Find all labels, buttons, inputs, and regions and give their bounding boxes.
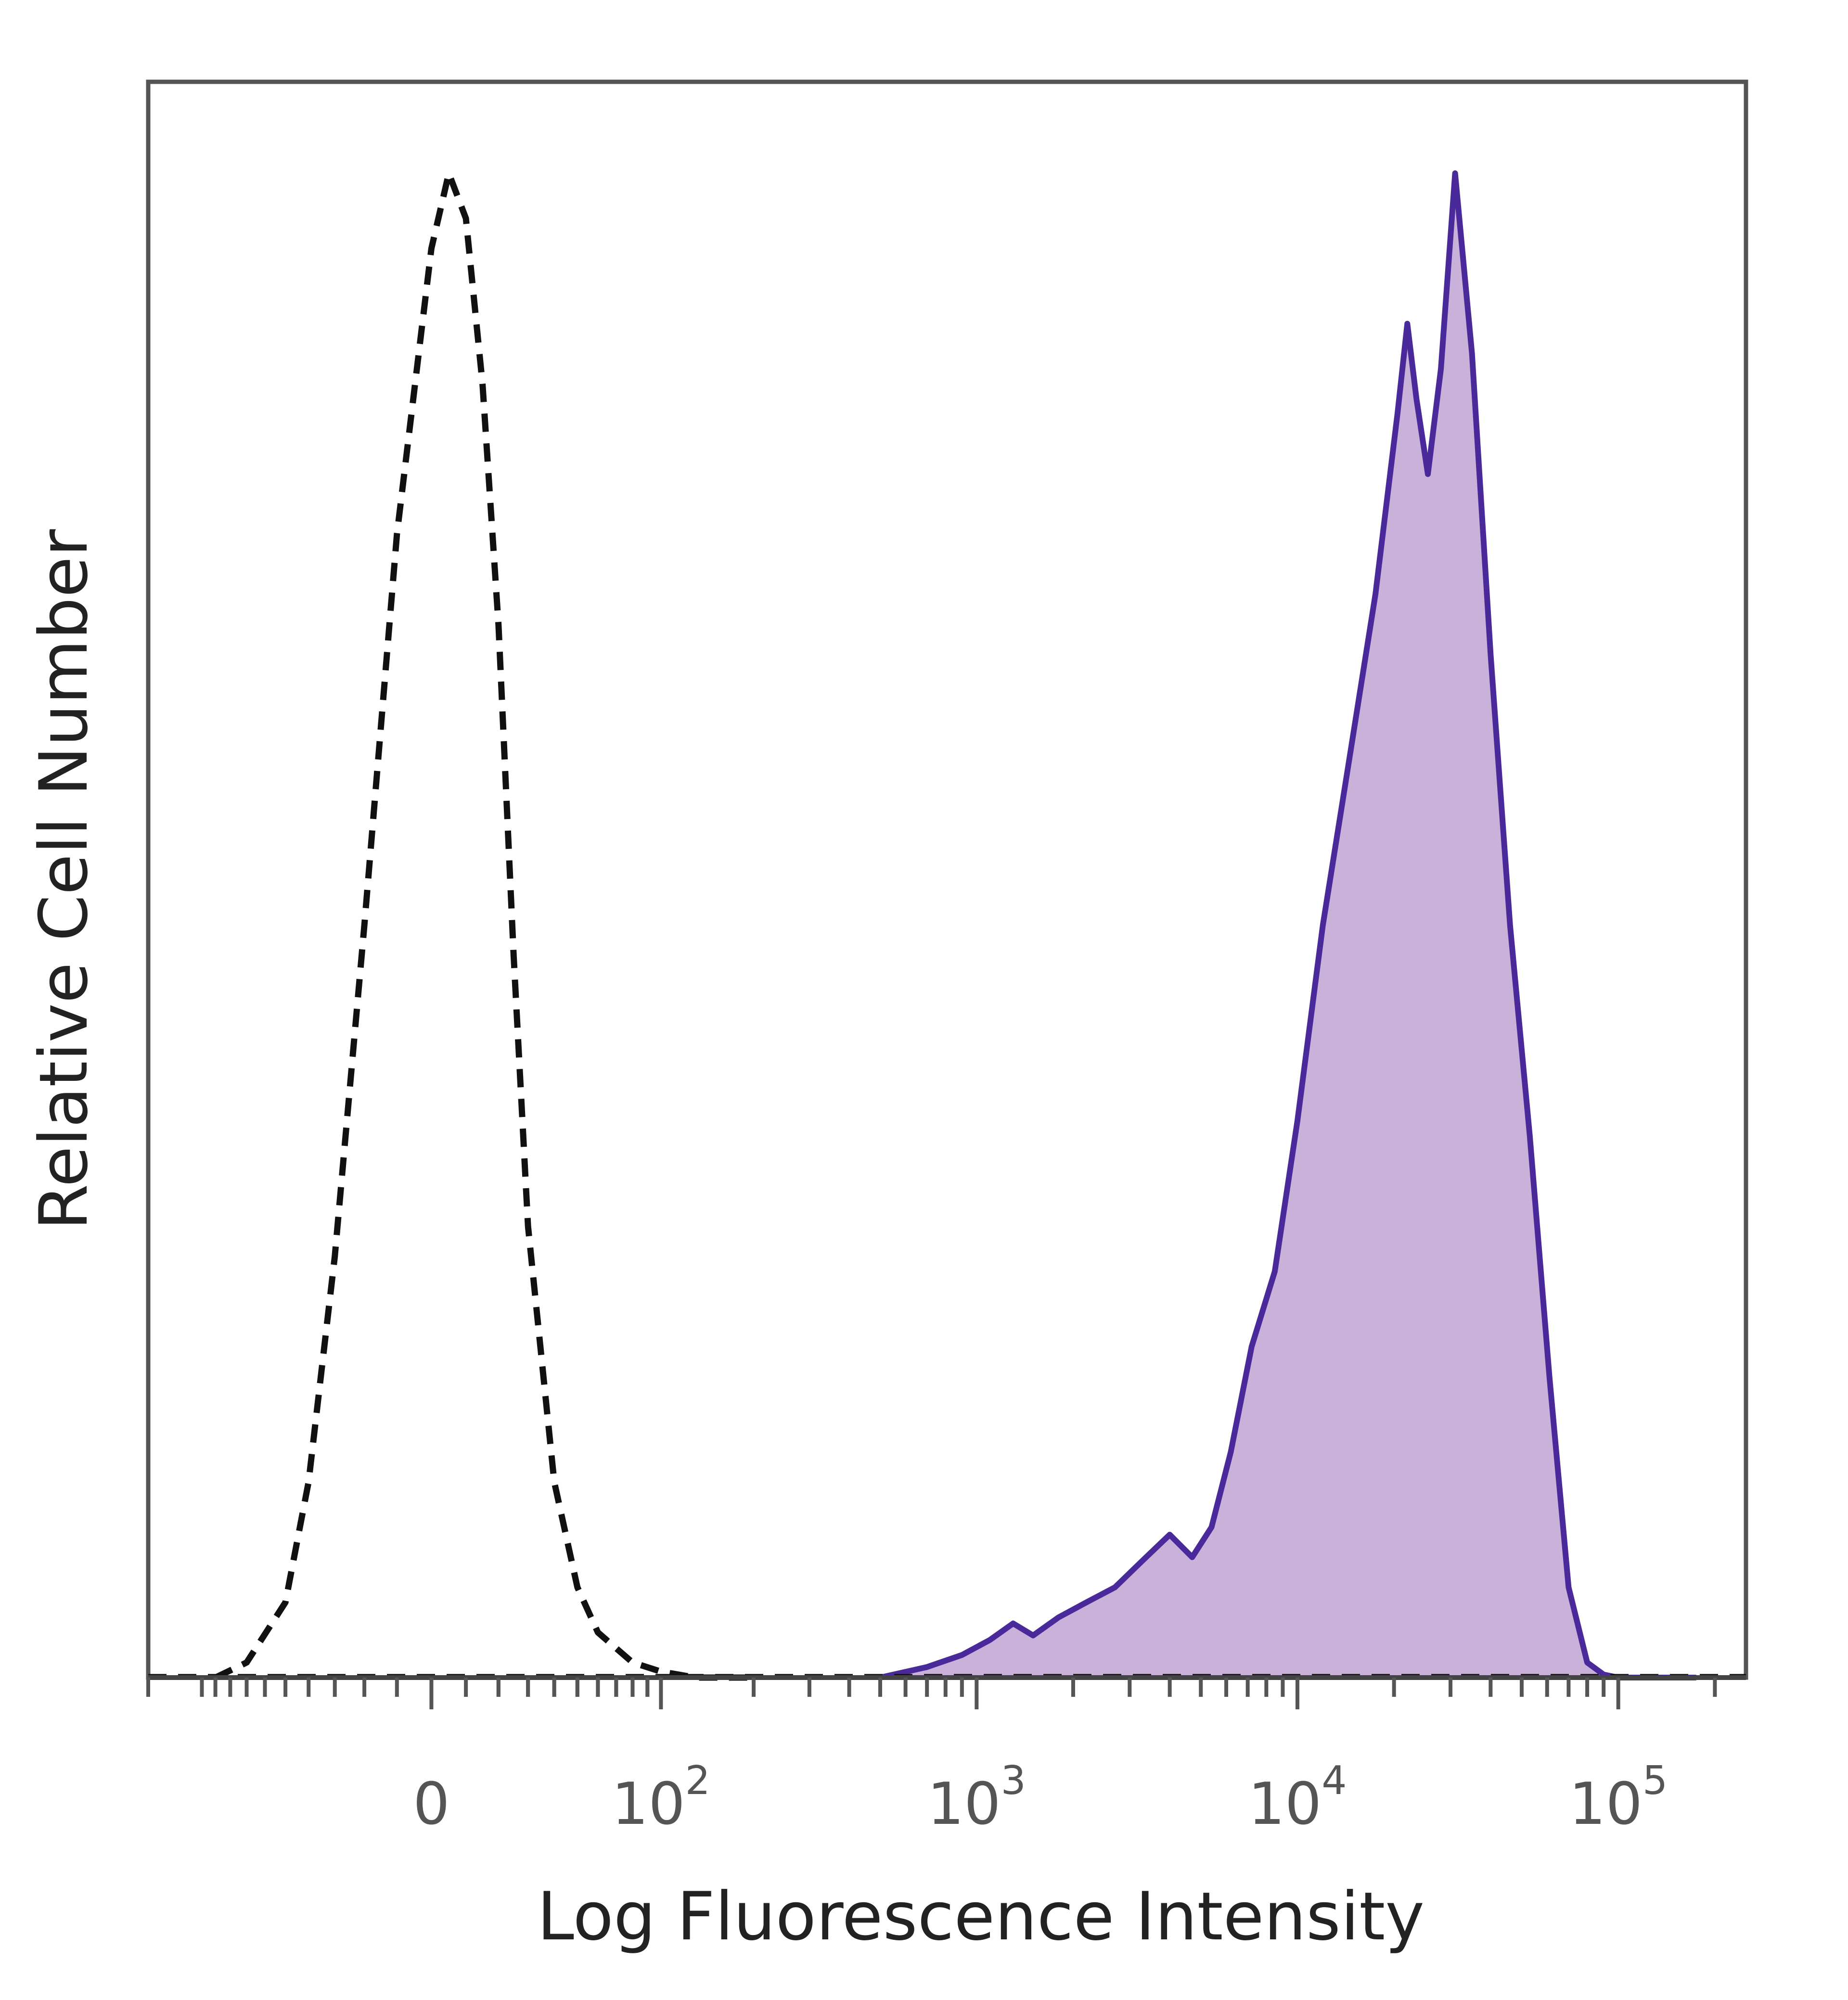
x-axis-title: Log Fluorescence Intensity [537,1878,1424,1955]
x-tick-label: 0 [413,1771,449,1838]
x-axis-ticks [146,1678,1717,1709]
y-axis-title: Relative Cell Number [25,529,103,1230]
x-tick-label: 103 [927,1758,1026,1838]
series-1-line [879,170,1696,1680]
x-tick-label: 102 [612,1758,710,1838]
x-tick-label: 105 [1569,1758,1668,1838]
series-0-line [214,170,754,1681]
x-axis-tick-labels: 0 102 103 104 105 [413,1758,1668,1838]
x-tick-label: 104 [1248,1758,1347,1838]
series-layer [148,170,1746,1681]
series-1-fill [880,173,1696,1678]
